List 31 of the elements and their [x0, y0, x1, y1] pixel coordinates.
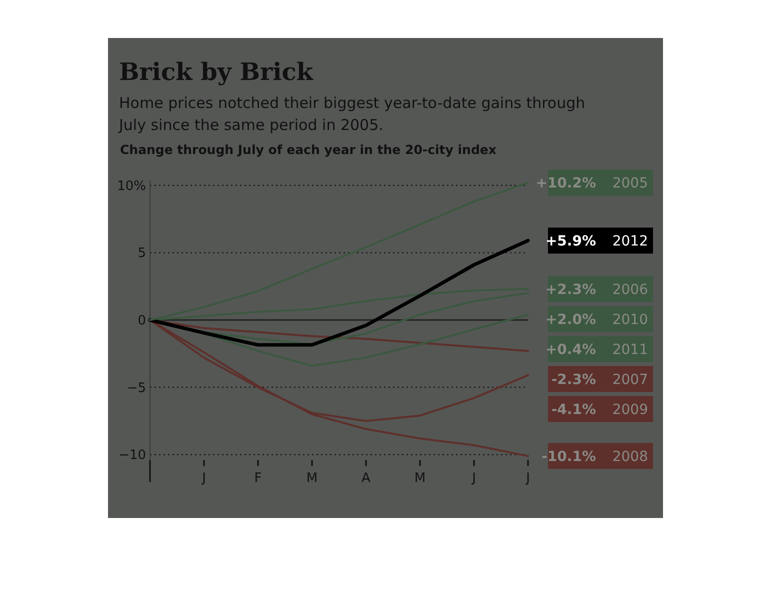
y-tick-label: −5: [126, 380, 146, 396]
chart-title: Brick by Brick: [119, 57, 314, 86]
x-tick-label: J: [201, 471, 206, 486]
x-tick-label: A: [362, 471, 371, 486]
y-tick-label: −10: [118, 448, 146, 464]
text: 2012: [612, 233, 648, 250]
text: 2005: [612, 176, 648, 192]
text: 2008: [612, 448, 648, 465]
x-tick-label: M: [414, 471, 426, 486]
data-label: +2.0%: [545, 312, 596, 328]
data-label: +0.4%: [545, 342, 596, 358]
y-tick-label: 0: [138, 314, 146, 329]
data-label: +10.2%: [536, 176, 596, 192]
y-tick-label: 5: [138, 246, 146, 262]
data-label: +5.9%: [545, 233, 596, 250]
text: 2010: [612, 312, 648, 328]
x-tick-label: M: [306, 471, 318, 486]
data-label: -4.1%: [551, 402, 596, 418]
x-tick-label: J: [471, 471, 476, 486]
data-label: +2.3%: [545, 282, 596, 298]
x-tick-label: J: [525, 471, 530, 486]
text: 2011: [612, 342, 648, 358]
text: 2006: [612, 282, 648, 298]
y-tick-label: 10%: [117, 178, 146, 194]
text: 2009: [612, 402, 648, 418]
x-tick-label: F: [254, 471, 262, 486]
data-label: -2.3%: [551, 372, 596, 388]
chart-subtitle: Home prices notched their biggest year-to-date gains through July since the same period in 2005.: [118, 94, 586, 134]
data-label: -10.1%: [542, 448, 596, 465]
text: 2007: [612, 372, 648, 388]
y-axis-title: Change through July of each year in the 20-city index: [120, 142, 496, 157]
